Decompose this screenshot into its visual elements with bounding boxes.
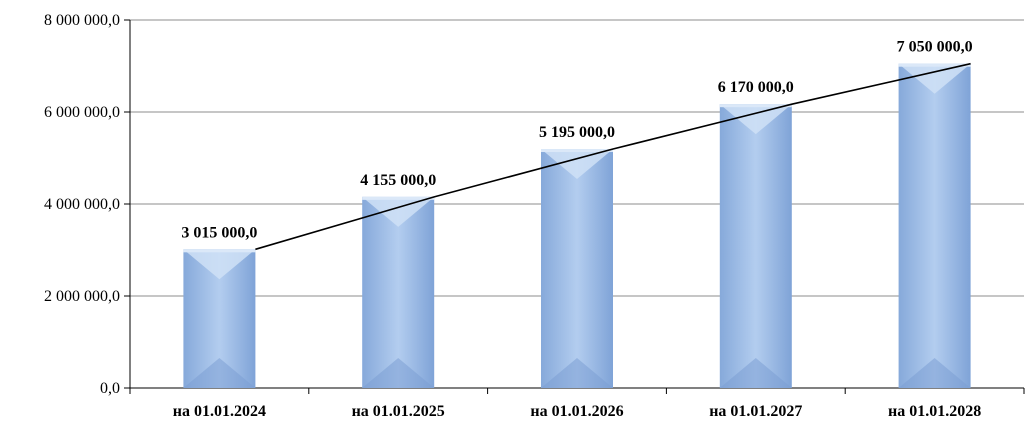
data-label: 7 050 000,0: [897, 39, 973, 56]
data-label: 3 015 000,0: [181, 224, 257, 241]
bar-bottom-bevel: [898, 358, 971, 388]
bar-bottom-bevel: [719, 358, 792, 388]
bar-bottom-bevel: [362, 358, 435, 388]
bar: [898, 63, 971, 388]
bar-bottom-bevel: [541, 358, 613, 388]
y-tick-label: 8 000 000,0: [44, 12, 120, 29]
bar-top-bevel: [541, 149, 613, 180]
x-tick-label: на 01.01.2025: [352, 403, 445, 420]
x-tick-label: на 01.01.2027: [709, 403, 802, 420]
x-tick-label: на 01.01.2024: [173, 403, 266, 420]
bar-body: [362, 196, 435, 388]
x-tick-label: на 01.01.2026: [530, 403, 623, 420]
x-tick-label: на 01.01.2028: [888, 403, 981, 420]
bar-top-edge: [719, 104, 792, 108]
bar-body: [541, 149, 613, 388]
data-label: 4 155 000,0: [360, 172, 436, 189]
bar: [362, 196, 435, 388]
bars: [183, 63, 971, 389]
bar-top-bevel: [898, 63, 971, 94]
y-tick-label: 4 000 000,0: [44, 196, 120, 213]
y-tick-label: 2 000 000,0: [44, 288, 120, 305]
y-tick-label: 0,0: [100, 380, 120, 397]
bar-top-edge: [898, 63, 971, 67]
bar-body: [898, 63, 971, 388]
bar-top-edge: [362, 196, 435, 200]
bar-bottom-bevel: [183, 358, 256, 388]
y-tick-label: 6 000 000,0: [44, 104, 120, 121]
data-label: 5 195 000,0: [539, 124, 615, 141]
bar: [183, 249, 256, 388]
bar: [541, 149, 613, 388]
bar: [719, 104, 792, 389]
trend-line: [255, 62, 971, 251]
bar-top-bevel: [362, 196, 435, 227]
bar-top-edge: [541, 149, 613, 153]
trend-line-group: [255, 62, 971, 251]
bar-top-edge: [183, 249, 256, 253]
bar-top-bevel: [183, 249, 256, 280]
bar-top-bevel: [719, 104, 792, 135]
labels: 0,0 2 000 000,0 4 000 000,0 6 000 000,0 8 00…: [44, 12, 981, 420]
bar-body: [719, 104, 792, 389]
data-label: 6 170 000,0: [718, 79, 794, 96]
